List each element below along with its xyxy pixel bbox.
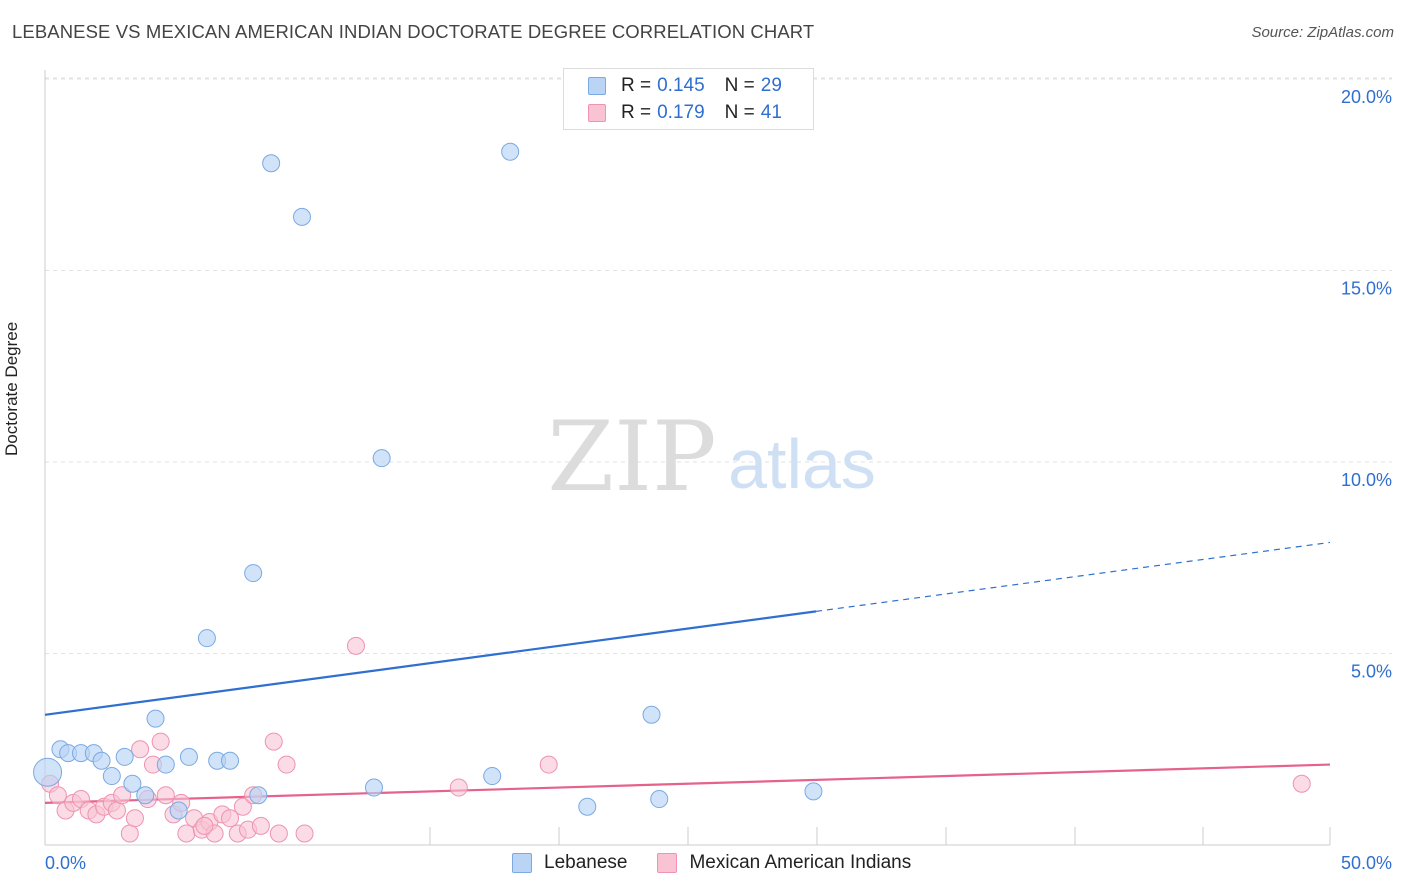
point-lebanese: [578, 797, 597, 816]
point-mexican-american-indians: [264, 732, 283, 751]
n-value: 41: [760, 102, 782, 123]
y-tick-label: 10.0%: [1341, 470, 1392, 490]
point-mexican-american-indians: [113, 786, 132, 805]
point-mexican-american-indians: [269, 824, 288, 843]
point-lebanese: [501, 142, 520, 161]
point-mexican-american-indians: [195, 816, 214, 835]
x-tick-label: 0.0%: [45, 853, 86, 873]
point-lebanese: [221, 751, 240, 770]
r-value: 0.145: [657, 75, 705, 96]
trend-line-lebanese: [44, 610, 817, 716]
point-lebanese: [262, 154, 281, 173]
point-lebanese: [92, 751, 111, 770]
source-label: Source: ZipAtlas.com: [1251, 24, 1394, 41]
y-tick-label: 15.0%: [1341, 279, 1392, 299]
point-lebanese: [364, 778, 383, 797]
point-mexican-american-indians: [295, 824, 314, 843]
n-label: N =: [724, 102, 755, 123]
legend-label-mexican-american-indians: Mexican American Indians: [689, 852, 912, 873]
trend-line-lebanese-extrapolated: [815, 541, 1331, 612]
correlation-legend: R = 0.145 N = 29 R = 0.179 N = 41: [563, 68, 814, 130]
point-lebanese: [115, 747, 134, 766]
point-mexican-american-indians: [251, 816, 270, 835]
r-label: R =: [621, 75, 652, 96]
legend-swatch-pink: [588, 104, 606, 122]
point-mexican-american-indians: [177, 824, 196, 843]
watermark: ZIP atlas: [547, 401, 876, 513]
point-mexican-american-indians: [539, 755, 558, 774]
point-lebanese: [33, 757, 63, 787]
y-tick-label: 5.0%: [1351, 662, 1392, 682]
point-mexican-american-indians: [233, 797, 252, 816]
data-points: [33, 142, 1311, 843]
watermark-zip: ZIP: [547, 401, 716, 513]
chart-title: LEBANESE VS MEXICAN AMERICAN INDIAN DOCT…: [12, 21, 815, 42]
point-lebanese: [197, 629, 216, 648]
point-lebanese: [169, 801, 188, 820]
point-lebanese: [102, 767, 121, 786]
legend-swatch-pink: [657, 853, 678, 873]
point-lebanese: [372, 449, 391, 468]
series-legend: Lebanese Mexican American Indians: [512, 852, 941, 874]
legend-swatch-blue: [588, 77, 606, 95]
point-mexican-american-indians: [277, 755, 296, 774]
point-lebanese: [123, 774, 142, 793]
legend-item-lebanese[interactable]: Lebanese: [512, 852, 627, 874]
point-lebanese: [146, 709, 165, 728]
point-mexican-american-indians: [1292, 774, 1311, 793]
point-mexican-american-indians: [131, 740, 150, 759]
point-lebanese: [136, 786, 155, 805]
point-mexican-american-indians: [156, 786, 175, 805]
legend-label-lebanese: Lebanese: [544, 852, 628, 873]
point-mexican-american-indians: [125, 809, 144, 828]
point-mexican-american-indians: [107, 801, 126, 820]
legend-row-lebanese: R = 0.145 N = 29: [588, 74, 782, 98]
n-value: 29: [760, 75, 782, 96]
y-tick-label: 20.0%: [1341, 87, 1392, 107]
legend-swatch-blue: [512, 853, 532, 873]
y-axis-label: Doctorate Degree: [2, 321, 21, 456]
point-mexican-american-indians: [221, 809, 240, 828]
x-tick-label: 50.0%: [1341, 853, 1392, 873]
r-value: 0.179: [657, 102, 705, 123]
point-lebanese: [650, 790, 669, 809]
tick-labels: 5.0% 10.0% 15.0% 20.0% 0.0% 50.0%: [45, 87, 1392, 873]
n-label: N =: [724, 75, 755, 96]
legend-item-mexican-american-indians[interactable]: Mexican American Indians: [657, 852, 911, 874]
point-lebanese: [179, 747, 198, 766]
point-lebanese: [293, 207, 311, 226]
trend-line-mexican-american-indians: [44, 763, 1331, 804]
point-lebanese: [249, 786, 268, 805]
point-lebanese: [244, 564, 263, 583]
point-mexican-american-indians: [120, 824, 139, 843]
point-mexican-american-indians: [48, 786, 67, 805]
axes: [44, 70, 1331, 846]
watermark-atlas: atlas: [728, 425, 876, 503]
point-lebanese: [642, 705, 661, 724]
point-lebanese: [804, 782, 823, 801]
legend-row-mexican-american-indians: R = 0.179 N = 41: [588, 101, 782, 125]
point-mexican-american-indians: [449, 778, 468, 797]
point-mexican-american-indians: [151, 732, 170, 751]
point-mexican-american-indians: [346, 636, 365, 655]
r-label: R =: [621, 102, 652, 123]
point-lebanese: [483, 767, 502, 786]
point-lebanese: [156, 755, 175, 774]
